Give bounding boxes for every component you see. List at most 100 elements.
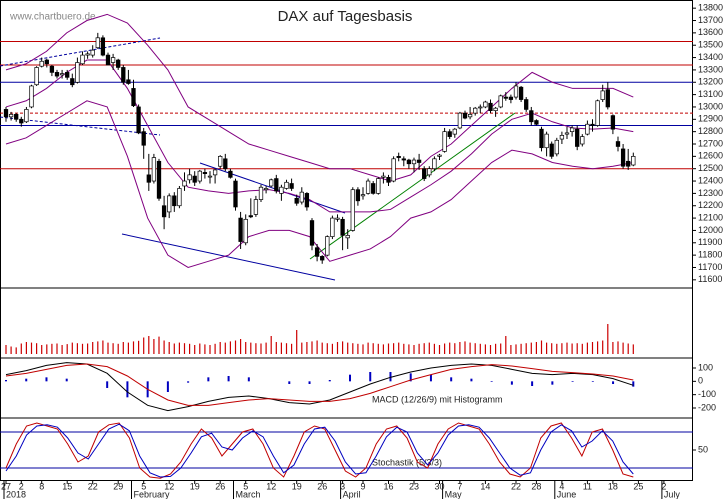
- volume-bar: [622, 342, 624, 354]
- volume-bar: [525, 343, 527, 354]
- candle-body: [401, 158, 406, 161]
- volume-bar: [591, 342, 594, 354]
- volume-bar: [469, 342, 471, 354]
- volume-bar: [250, 342, 252, 354]
- volume-bar: [173, 343, 175, 354]
- macd-histogram: [429, 374, 432, 382]
- candle-body: [534, 120, 539, 125]
- candle-body: [631, 155, 636, 166]
- candle-body: [488, 102, 493, 112]
- x-tick-label: 29: [113, 481, 123, 491]
- candle-body: [564, 132, 570, 135]
- candle-body: [350, 189, 355, 231]
- volume-bar: [194, 345, 196, 354]
- candle-body: [274, 178, 279, 192]
- volume-bar: [117, 343, 119, 354]
- macd-histogram: [166, 381, 169, 392]
- volume-bar: [449, 342, 451, 354]
- volume-bar: [214, 343, 216, 354]
- x-tick-label: 22: [511, 481, 521, 491]
- volume-bar: [551, 343, 553, 354]
- volume-bar: [92, 342, 94, 354]
- volume-bar: [433, 343, 435, 354]
- volume-bar: [240, 339, 242, 354]
- y-tick-label: 13200: [698, 77, 723, 87]
- macd-histogram: [369, 372, 372, 382]
- candle-body: [34, 67, 39, 86]
- bollinger-upper: [5, 13, 634, 182]
- volume-bar: [576, 343, 578, 354]
- x-tick-label: 26: [317, 481, 327, 491]
- volume-bar: [71, 342, 73, 354]
- candle-body: [335, 217, 340, 220]
- candle-body: [19, 118, 24, 124]
- volume-bar: [163, 340, 165, 354]
- candle-body: [197, 170, 202, 182]
- volume-bar: [362, 344, 364, 354]
- macd-histogram: [470, 378, 473, 382]
- macd-histogram: [450, 377, 453, 382]
- volume-bar: [20, 343, 22, 354]
- y-tick-label: 11800: [698, 250, 722, 260]
- candle-body: [529, 110, 534, 123]
- y-tick-label: 11700: [698, 262, 722, 272]
- candle-body: [182, 180, 187, 187]
- volume-bar: [178, 342, 180, 354]
- candle-body: [110, 57, 116, 63]
- volume-bar: [81, 343, 84, 354]
- volume-bar: [158, 336, 160, 354]
- macd-histogram: [389, 372, 392, 382]
- candle-body: [360, 194, 366, 197]
- candle-body: [391, 158, 396, 182]
- candle-body: [3, 109, 9, 118]
- volume-bar: [454, 343, 456, 354]
- volume-bar: [367, 342, 369, 354]
- macd-histogram: [571, 381, 574, 382]
- volume-bar: [474, 343, 476, 354]
- volume-bar: [219, 342, 221, 354]
- candle-body: [483, 101, 488, 108]
- month-label: May: [445, 489, 463, 499]
- volume-bar: [612, 342, 614, 354]
- volume-bar: [56, 343, 58, 354]
- volume-bar: [153, 339, 155, 354]
- candle-body: [294, 197, 299, 204]
- y-tick-label: 13600: [698, 27, 723, 37]
- candle-body: [59, 73, 65, 76]
- x-tick-label: 30: [434, 481, 444, 491]
- candle-body: [223, 158, 228, 170]
- volume-bar: [76, 343, 78, 354]
- macd-histogram: [5, 380, 7, 382]
- volume-bar: [280, 342, 282, 354]
- x-tick-label: 26: [215, 481, 225, 491]
- macd-histogram: [187, 381, 190, 383]
- volume-bar: [209, 345, 211, 354]
- volume-bar: [382, 344, 384, 354]
- volume-bar: [602, 340, 604, 354]
- candle-body: [386, 176, 391, 183]
- macd-histogram: [25, 378, 28, 382]
- candle-body: [524, 99, 529, 110]
- trendline: [199, 162, 346, 214]
- volume-bar: [408, 344, 410, 354]
- candle-body: [39, 60, 44, 67]
- candle-body: [85, 53, 90, 56]
- candle-body: [467, 114, 473, 118]
- y-tick-label: 13000: [698, 101, 723, 111]
- volume-bar: [484, 344, 486, 354]
- plot-frame: [0, 0, 693, 481]
- candle-body: [116, 59, 121, 68]
- volume-bar: [520, 343, 522, 354]
- x-tick-label: 15: [62, 481, 72, 491]
- month-label: July: [664, 489, 681, 499]
- volume-bar: [138, 340, 140, 354]
- candle-body: [432, 158, 437, 170]
- y-tick-label: 13500: [698, 40, 723, 50]
- volume-bar: [61, 345, 63, 354]
- candle-body: [427, 168, 432, 176]
- volume-bar: [51, 343, 53, 354]
- volume-bar: [418, 343, 420, 354]
- volume-bar: [428, 342, 430, 354]
- candle-body: [156, 160, 162, 199]
- volume-bar: [41, 345, 43, 354]
